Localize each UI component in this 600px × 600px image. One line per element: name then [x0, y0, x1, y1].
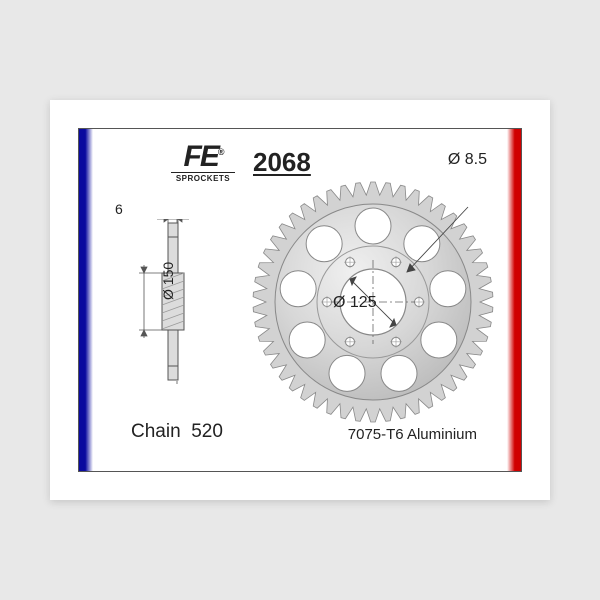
center-bore-diameter-label: Ø 125 — [333, 294, 377, 312]
bolt-hole-diameter-label: Ø 8.5 — [448, 151, 487, 169]
thickness-label: 6 — [115, 201, 123, 217]
material-label: 7075-T6 Aluminium — [348, 426, 477, 443]
chain-size: 520 — [191, 421, 223, 442]
mounting-diameter-label: Ø 150 — [160, 262, 176, 300]
profile-drawing — [119, 219, 224, 384]
brand-subtitle: SPROCKETS — [171, 172, 235, 183]
registered-mark: ® — [218, 147, 223, 157]
chain-label: Chain 520 — [131, 421, 223, 443]
content-area: FE® SPROCKETS 2068 Ø 8.5 — [93, 129, 507, 471]
chain-word: Chain — [131, 421, 181, 442]
brand-logo: FE® SPROCKETS — [171, 143, 235, 183]
brand-logo-text: FE® — [171, 143, 235, 170]
inner-frame: FE® SPROCKETS 2068 Ø 8.5 — [78, 128, 522, 472]
french-flag-red-stripe — [507, 129, 521, 471]
part-number: 2068 — [253, 147, 311, 178]
diagram-card: FE® SPROCKETS 2068 Ø 8.5 — [50, 100, 550, 500]
brand-fe: FE — [184, 140, 218, 173]
french-flag-blue-stripe — [79, 129, 93, 471]
